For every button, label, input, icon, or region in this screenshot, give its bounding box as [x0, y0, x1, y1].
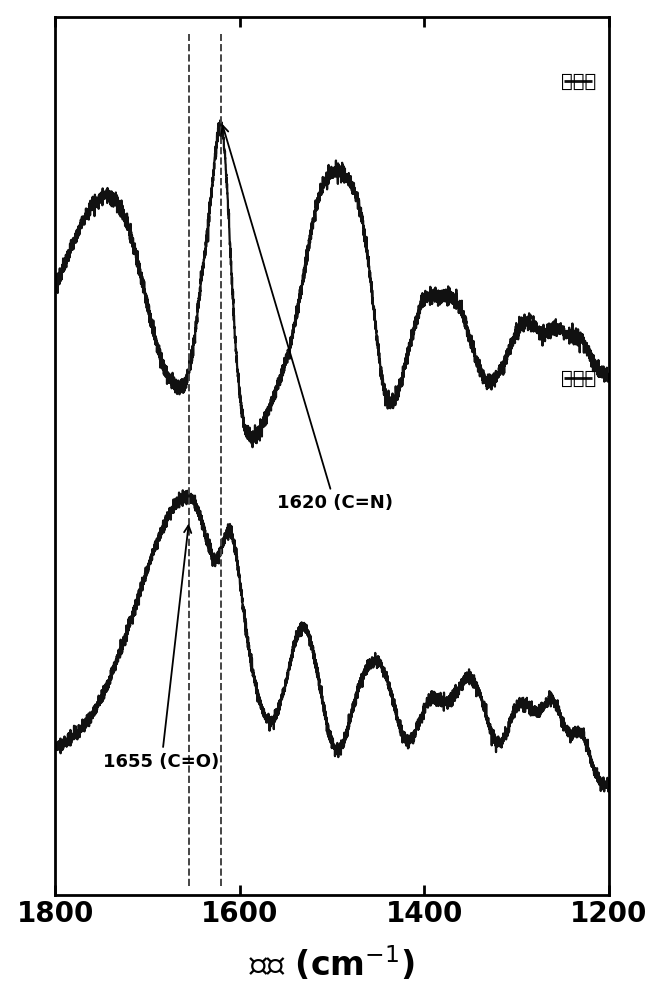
X-axis label: 波数 (cm$^{-1}$): 波数 (cm$^{-1}$)	[249, 945, 415, 983]
Text: 氧化后: 氧化后	[561, 369, 597, 388]
Text: 1620 (C=N): 1620 (C=N)	[221, 126, 392, 512]
Text: 氧化前: 氧化前	[561, 72, 597, 91]
Text: 1655 (C=O): 1655 (C=O)	[104, 525, 220, 771]
